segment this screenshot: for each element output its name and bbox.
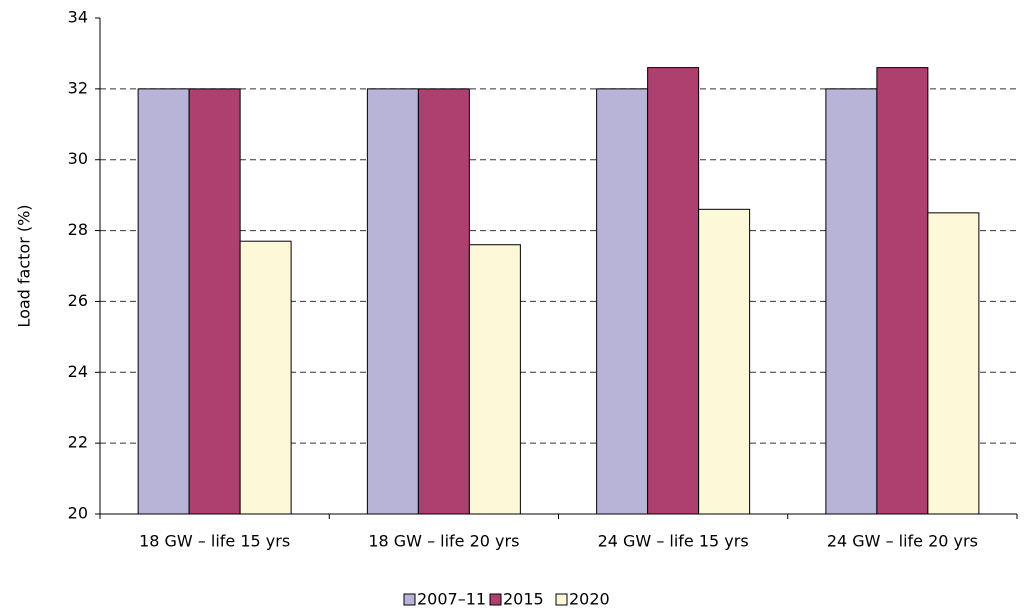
bar (366, 88, 419, 515)
y-tick-label: 22 (68, 433, 88, 452)
legend-swatch (555, 593, 568, 606)
x-tick-label: 18 GW – life 15 yrs (139, 532, 290, 551)
y-tick-label: 28 (68, 220, 88, 239)
y-tick-label: 34 (68, 8, 88, 27)
x-tick-label: 24 GW – life 20 yrs (827, 532, 978, 551)
x-tick-label: 24 GW – life 15 yrs (598, 532, 749, 551)
y-tick-label: 32 (68, 78, 88, 97)
bar (188, 88, 241, 515)
bar (596, 88, 649, 515)
bar (239, 240, 292, 515)
legend-swatch (403, 593, 416, 606)
bar (876, 67, 929, 515)
legend-swatch (489, 593, 502, 606)
y-tick-label: 30 (68, 149, 88, 168)
y-tick-label: 26 (68, 291, 88, 310)
x-tick-label: 18 GW – life 20 yrs (368, 532, 519, 551)
y-axis-label: Load factor (%) (15, 204, 34, 327)
legend-label: 2015 (503, 590, 544, 609)
bar (698, 208, 751, 515)
bar (137, 88, 190, 515)
bar (825, 88, 878, 515)
legend-label: 2020 (569, 590, 610, 609)
bar (468, 244, 521, 515)
legend-label: 2007–11 (417, 590, 486, 609)
bar (647, 67, 700, 515)
bar (417, 88, 470, 515)
bar (927, 212, 980, 515)
y-tick-label: 24 (68, 362, 88, 381)
y-tick-label: 20 (68, 504, 88, 523)
